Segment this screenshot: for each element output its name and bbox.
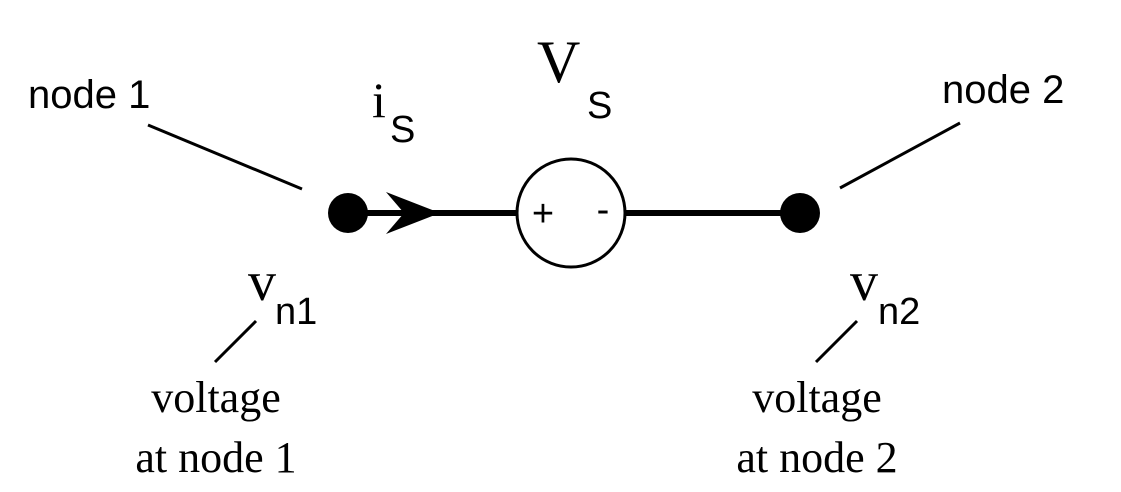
node-2-description-line-1: voltage [752, 373, 882, 422]
node-1-dot [328, 193, 368, 233]
node-2-dot [780, 193, 820, 233]
leader-node-2 [839, 121, 961, 190]
leader-vn2 [814, 319, 859, 364]
leader-vn1 [213, 319, 258, 364]
source-minus-sign: - [597, 189, 610, 231]
node-2-voltage-subscript: n2 [878, 291, 920, 333]
node-2-voltage-symbol: v [850, 251, 878, 313]
leader-node-1 [147, 123, 303, 191]
node-1-voltage-symbol: v [248, 251, 276, 313]
node-2-label: node 2 [942, 68, 1064, 112]
voltage-source-symbol [515, 157, 627, 269]
current-arrow-icon [386, 192, 440, 234]
node-1-description-line-1: voltage [151, 373, 281, 422]
source-plus-sign: + [532, 193, 554, 235]
current-symbol: i [372, 72, 386, 128]
current-subscript: S [390, 109, 415, 151]
node-1-label: node 1 [28, 73, 150, 117]
source-subscript: S [587, 85, 612, 127]
node-1-voltage-subscript: n1 [275, 291, 317, 333]
node-1-description-line-2: at node 1 [135, 433, 296, 482]
source-symbol: V [537, 29, 580, 95]
node-2-description-line-2: at node 2 [736, 433, 897, 482]
